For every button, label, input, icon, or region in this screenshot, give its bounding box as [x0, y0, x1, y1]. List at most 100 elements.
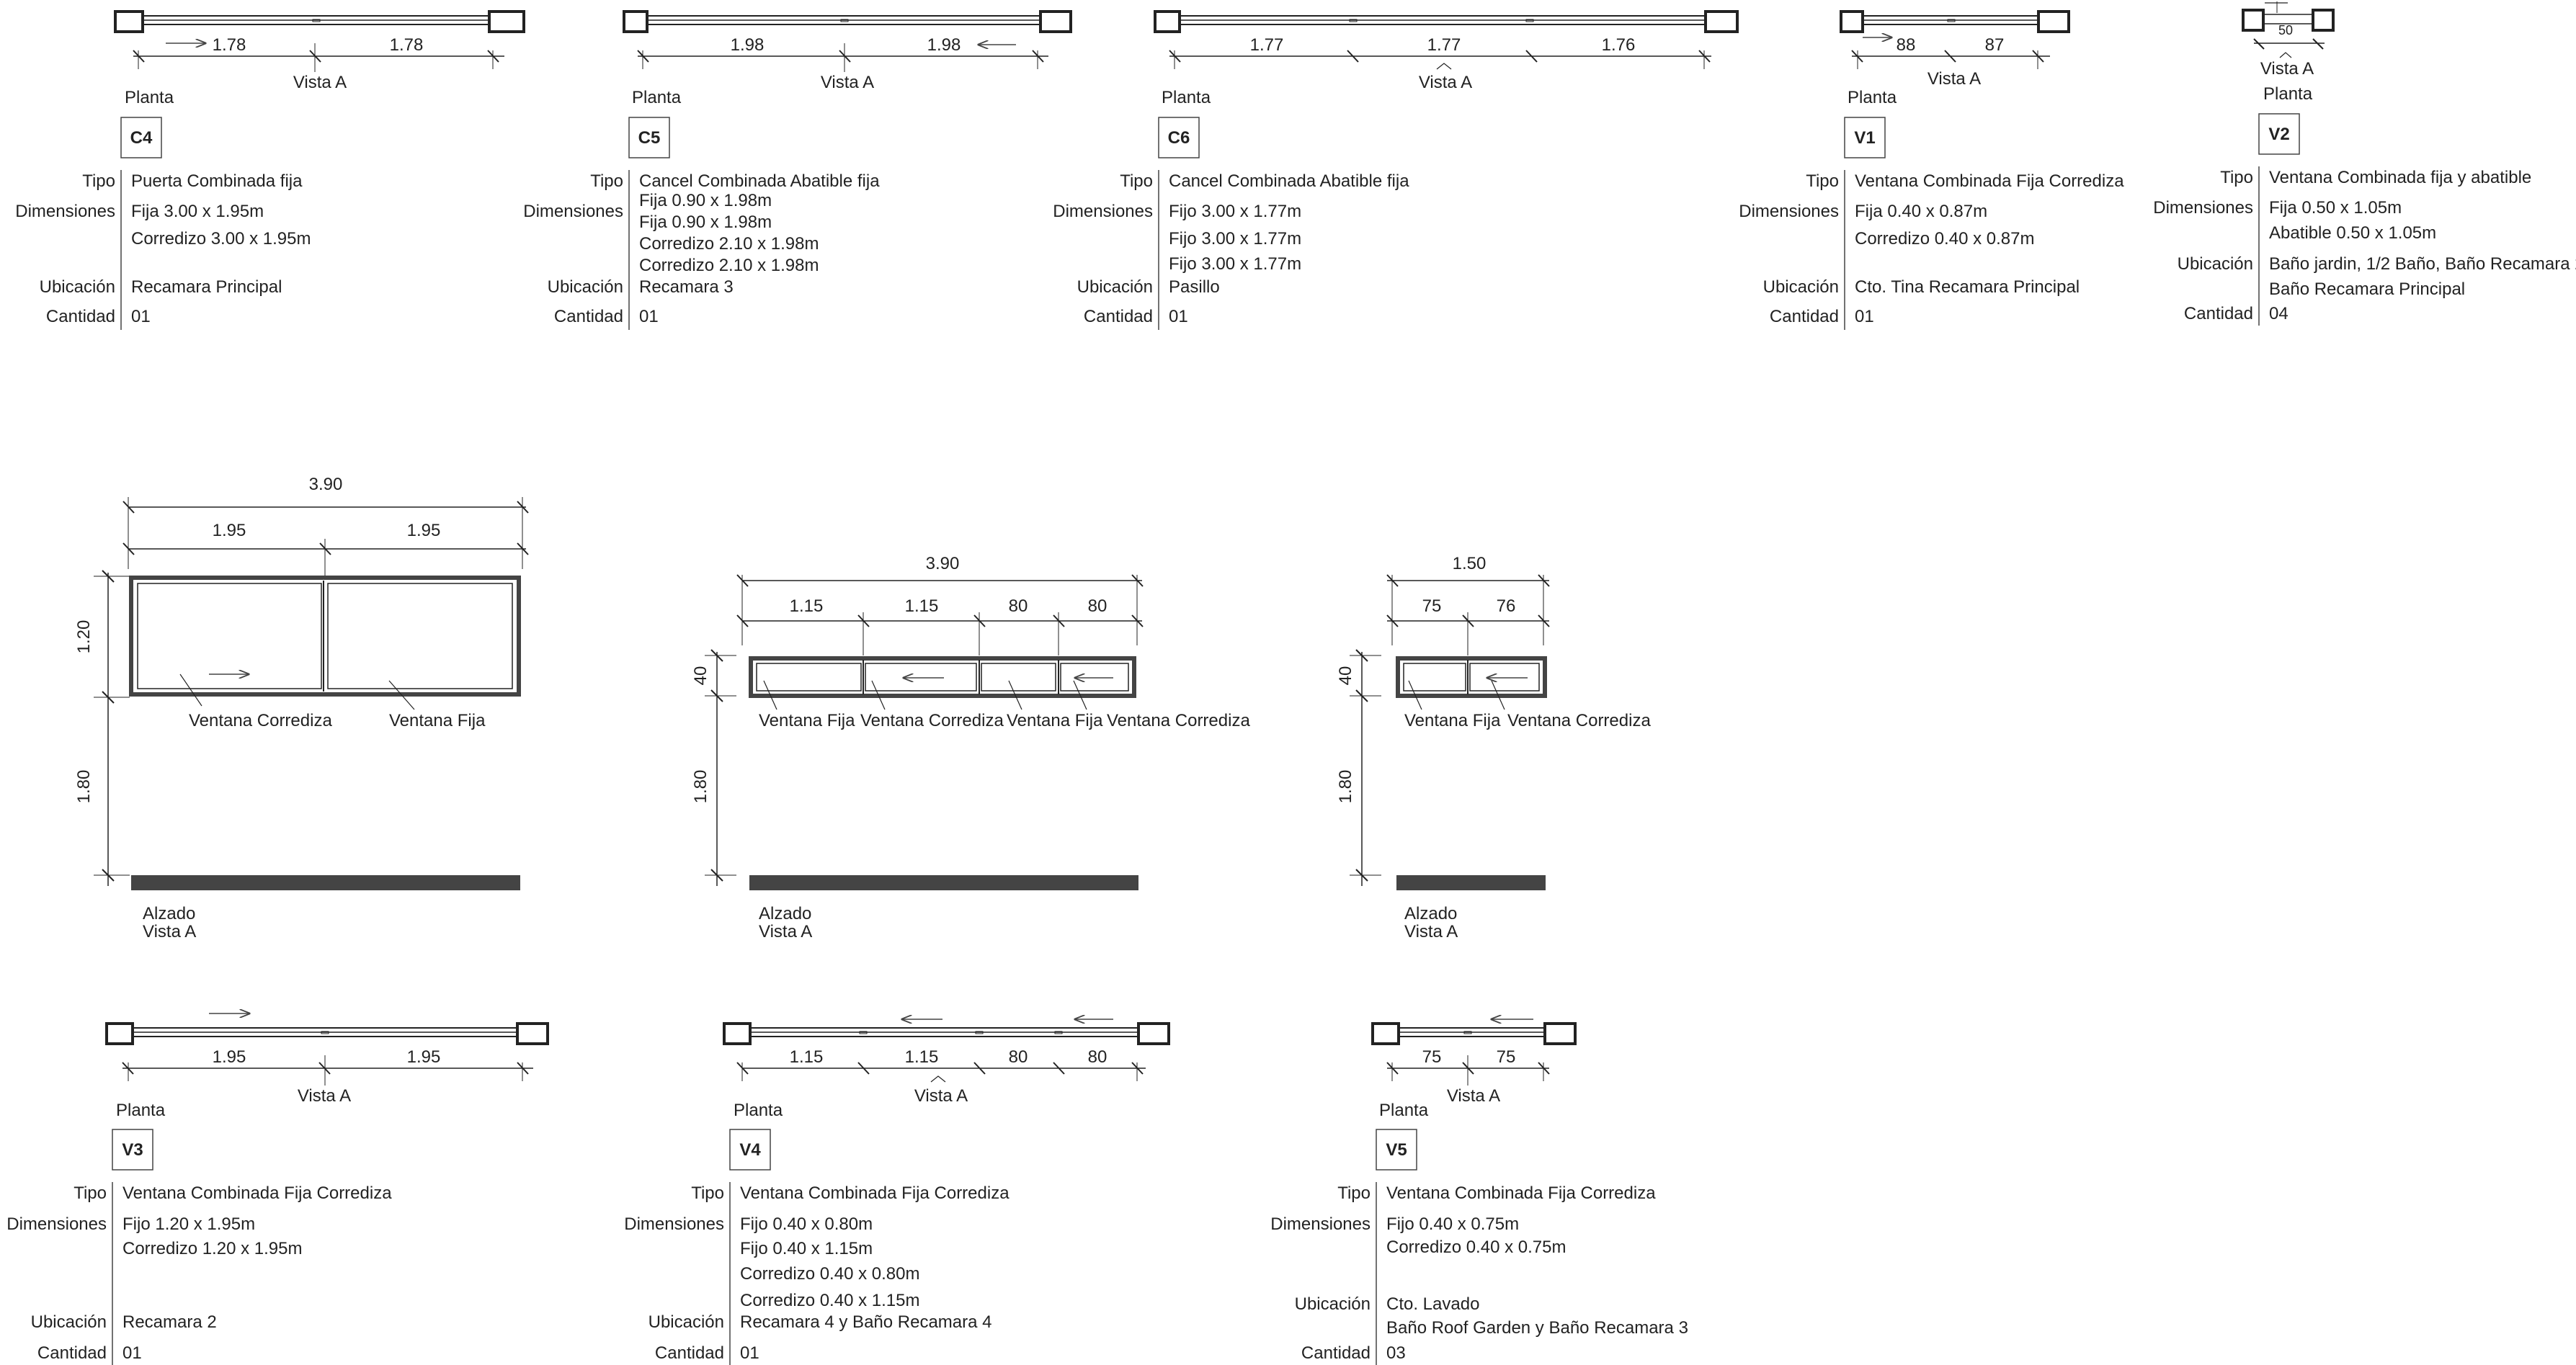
plan-label: Planta [125, 88, 174, 107]
window-code: V5 [1386, 1140, 1407, 1160]
cantidad-value: 01 [1169, 307, 1188, 326]
plan-label: Planta [116, 1101, 166, 1120]
dimensiones-value: Fijo 3.00 x 1.77m [1169, 229, 1301, 249]
view-label: Vista A [759, 922, 812, 941]
tipo-value: Ventana Combinada Fija Corrediza [740, 1183, 1010, 1203]
plan-dim: 88 [1897, 35, 1916, 55]
view-label: Vista A [298, 1086, 351, 1106]
cantidad-label: Cantidad [1301, 1343, 1371, 1363]
pane-label: Ventana Fija [759, 711, 855, 730]
dimensiones-value: Corredizo 3.00 x 1.95m [131, 229, 311, 249]
window-code: C4 [130, 128, 153, 148]
window-code: V2 [2268, 125, 2289, 144]
plan-label: Planta [2263, 84, 2313, 104]
tipo-label: Tipo [691, 1183, 724, 1203]
plan-dim: 75 [1422, 1047, 1442, 1067]
floor-slab [749, 875, 1138, 890]
plan-dim: 1.15 [790, 1047, 824, 1067]
view-label: Vista A [1927, 69, 1981, 89]
dimensiones-value: Fija 0.90 x 1.98m [639, 212, 772, 232]
plan-dim: 1.15 [905, 1047, 939, 1067]
elevation-total-dim: 1.50 [1453, 554, 1487, 573]
cantidad-label: Cantidad [2184, 304, 2253, 323]
dimensiones-label: Dimensiones [1053, 202, 1153, 221]
dimensiones-label: Dimensiones [1739, 202, 1839, 221]
tipo-value: Ventana Combinada fija y abatible [2269, 168, 2531, 187]
ubicacion-value: Recamara 4 y Baño Recamara 4 [740, 1312, 992, 1332]
cantidad-label: Cantidad [37, 1343, 107, 1363]
dimensiones-value: Fijo 3.00 x 1.77m [1169, 254, 1301, 274]
dimensiones-value: Fija 0.90 x 1.98m [639, 191, 772, 210]
dimensiones-value: Fijo 0.40 x 0.80m [740, 1214, 873, 1234]
tipo-value: Ventana Combinada Fija Corrediza [122, 1183, 392, 1203]
dimensiones-value: Corredizo 0.40 x 0.80m [740, 1264, 919, 1284]
dimensiones-value: Fijo 3.00 x 1.77m [1169, 202, 1301, 221]
plan-dim: 1.78 [213, 35, 246, 55]
plan-v3 [105, 1013, 549, 1086]
dimensiones-label: Dimensiones [624, 1214, 724, 1234]
plan-v2 [2242, 1, 2335, 58]
tipo-value: Cancel Combinada Abatible fija [639, 171, 880, 191]
view-label: Vista A [821, 73, 874, 92]
ubicacion-label: Ubicación [31, 1312, 107, 1332]
dimensiones-value: Fijo 1.20 x 1.95m [122, 1214, 255, 1234]
cantidad-value: 01 [131, 307, 151, 326]
elevation-dim: 76 [1497, 596, 1516, 616]
ubicacion-label: Ubicación [40, 277, 115, 297]
tipo-label: Tipo [590, 171, 623, 191]
elevation-label: Alzado [1404, 904, 1457, 923]
tag-box [1844, 117, 1886, 158]
view-label: Vista A [1419, 73, 1472, 92]
elevation-dim: 80 [1088, 596, 1107, 616]
plan-dim: 1.98 [731, 35, 765, 55]
elevation-height-dim: 40 [1336, 666, 1355, 686]
pane-label: Ventana Fija [1007, 711, 1103, 730]
cantidad-value: 04 [2269, 304, 2288, 323]
ubicacion-label: Ubicación [1295, 1294, 1371, 1314]
dimensiones-value: Corredizo 2.10 x 1.98m [639, 256, 819, 275]
view-label: Vista A [293, 73, 347, 92]
dimensiones-value: Corredizo 1.20 x 1.95m [122, 1239, 302, 1258]
ubicacion-label: Ubicación [2178, 254, 2253, 274]
ubicacion-label: Ubicación [1077, 277, 1153, 297]
dimensiones-value: Fijo 0.40 x 0.75m [1386, 1214, 1519, 1234]
pane-label: Ventana Corrediza [1107, 711, 1250, 730]
elevation-sill-dim: 1.80 [691, 770, 710, 804]
window-code: C5 [638, 128, 661, 148]
tipo-value: Ventana Combinada Fija Corrediza [1855, 171, 2124, 191]
view-label: Vista A [914, 1086, 968, 1106]
plan-v4 [723, 1019, 1170, 1083]
plan-c6 [1154, 10, 1739, 70]
tipo-label: Tipo [82, 171, 115, 191]
tag-box [628, 117, 670, 158]
elevation-dim: 1.15 [790, 596, 824, 616]
dimensiones-value: Corredizo 2.10 x 1.98m [639, 234, 819, 254]
elevation-v3 [94, 497, 529, 890]
tipo-value: Ventana Combinada Fija Corrediza [1386, 1183, 1656, 1203]
wall-jamb-left [114, 10, 144, 33]
cantidad-label: Cantidad [554, 307, 623, 326]
elevation-v4 [705, 574, 1144, 890]
wall-jamb-right [488, 10, 525, 33]
cantidad-value: 01 [1855, 307, 1874, 326]
dimensiones-label: Dimensiones [2153, 198, 2253, 218]
dimensiones-value: Corredizo 0.40 x 0.75m [1386, 1238, 1566, 1257]
plan-dim: 75 [1497, 1047, 1516, 1067]
tipo-value: Puerta Combinada fija [131, 171, 303, 191]
ubicacion-value: Baño jardin, 1/2 Baño, Baño Recamara 2 [2269, 254, 2576, 274]
ubicacion-value: Baño Recamara Principal [2269, 279, 2465, 299]
window-code: C6 [1168, 128, 1190, 148]
dimensiones-value: Corredizo 0.40 x 0.87m [1855, 229, 2034, 249]
view-label: Vista A [143, 922, 196, 941]
dimensiones-value: Fijo 0.40 x 1.15m [740, 1239, 873, 1258]
ubicacion-value: Recamara 3 [639, 277, 734, 297]
pane-label: Ventana Fija [389, 711, 486, 730]
view-label: Vista A [1404, 922, 1458, 941]
plan-dim: 1.98 [927, 35, 961, 55]
pane-label: Ventana Corrediza [189, 711, 332, 730]
tipo-value: Cancel Combinada Abatible fija [1169, 171, 1409, 191]
pane-label: Ventana Corrediza [860, 711, 1004, 730]
tag-box [1158, 117, 1200, 158]
ubicacion-value: Cto. Tina Recamara Principal [1855, 277, 2080, 297]
